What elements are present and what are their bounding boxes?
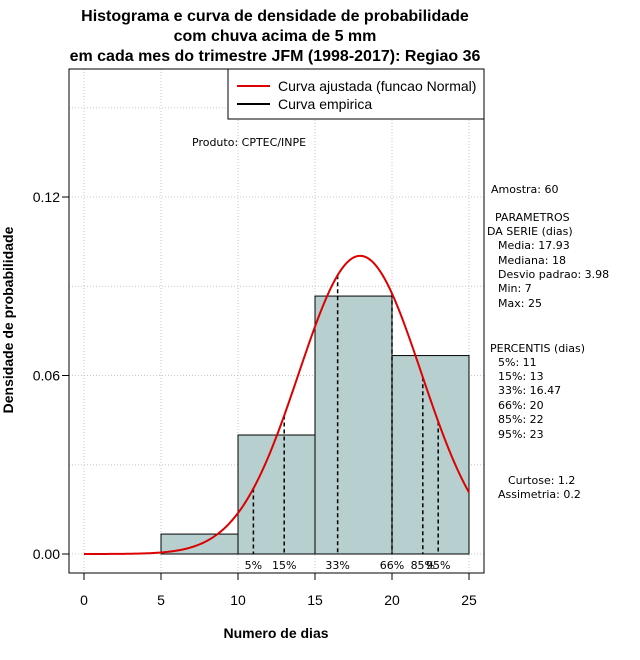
x-tick-label: 20 — [384, 592, 400, 608]
percentil-15: 15%: 13 — [498, 370, 544, 383]
percentile-label: 33% — [325, 559, 349, 572]
percentil-95: 95%: 23 — [498, 428, 544, 441]
skewness: Assimetria: 0.2 — [498, 488, 581, 501]
param-min: Min: 7 — [498, 282, 532, 295]
x-tick-label: 0 — [80, 592, 88, 608]
param-median: Mediana: 18 — [498, 254, 566, 267]
legend-box — [227, 68, 485, 120]
percentil-33: 33%: 16.47 — [498, 384, 561, 397]
y-tick-label: 0.06 — [33, 368, 60, 384]
chart-title-line-3: em cada mes do trimestre JFM (1998-2017)… — [70, 48, 481, 65]
percentile-label: 15% — [272, 559, 296, 572]
normal-curve-layer — [84, 254, 470, 555]
kurtosis: Curtose: 1.2 — [508, 474, 575, 487]
percentile-label: 5% — [245, 559, 262, 572]
legend-label-normal: Curva ajustada (funcao Normal) — [278, 78, 476, 94]
param-mean: Media: 17.93 — [498, 239, 570, 252]
percentile-label: 85% — [411, 559, 435, 572]
y-axis-title: Densidade de probabilidade — [0, 226, 16, 413]
chart-title-line-1: Histograma e curva de densidade de proba… — [81, 8, 469, 25]
x-tick-label: 15 — [307, 592, 323, 608]
credit-text: Produto: CPTEC/INPE — [192, 136, 306, 149]
legend: Curva ajustada (funcao Normal) Curva emp… — [227, 68, 485, 120]
percentile-lines: 5% 15% 33% 66% 85%95% — [245, 275, 450, 572]
normal-curve — [84, 254, 470, 555]
chart-title-line-2: com chuva acima de 5 mm — [174, 28, 377, 45]
percentil-66: 66%: 20 — [498, 399, 544, 412]
sample-size: Amostra: 60 — [491, 183, 558, 196]
x-axis-title: Numero de dias — [223, 625, 328, 641]
param-sd: Desvio padrao: 3.98 — [498, 268, 609, 281]
histogram-bars — [160, 295, 470, 555]
params-title-1: PARAMETROS — [495, 211, 570, 224]
x-tick-label: 25 — [461, 592, 477, 608]
x-tick-label: 10 — [230, 592, 246, 608]
histogram-bar — [391, 355, 470, 555]
y-tick-label: 0.00 — [33, 546, 60, 562]
stats-panel: Amostra: 60 PARAMETROS DA SERIE (dias) M… — [487, 183, 609, 501]
y-tick-label: 0.12 — [33, 189, 60, 205]
percentile-label: 95% — [426, 559, 450, 572]
histogram-bar — [314, 295, 393, 555]
percentil-5: 5%: 11 — [498, 356, 537, 369]
param-max: Max: 25 — [498, 297, 542, 310]
params-title-2: DA SERIE (dias) — [487, 225, 573, 238]
percentil-85: 85%: 22 — [498, 413, 544, 426]
percentile-label: 66% — [380, 559, 404, 572]
x-tick-label: 5 — [157, 592, 165, 608]
legend-label-empirical: Curva empirica — [278, 96, 372, 112]
percentis-title: PERCENTIS (dias) — [490, 342, 585, 355]
axes: 0 5 10 15 20 25 0.00 0.06 0.12 — [33, 189, 477, 608]
